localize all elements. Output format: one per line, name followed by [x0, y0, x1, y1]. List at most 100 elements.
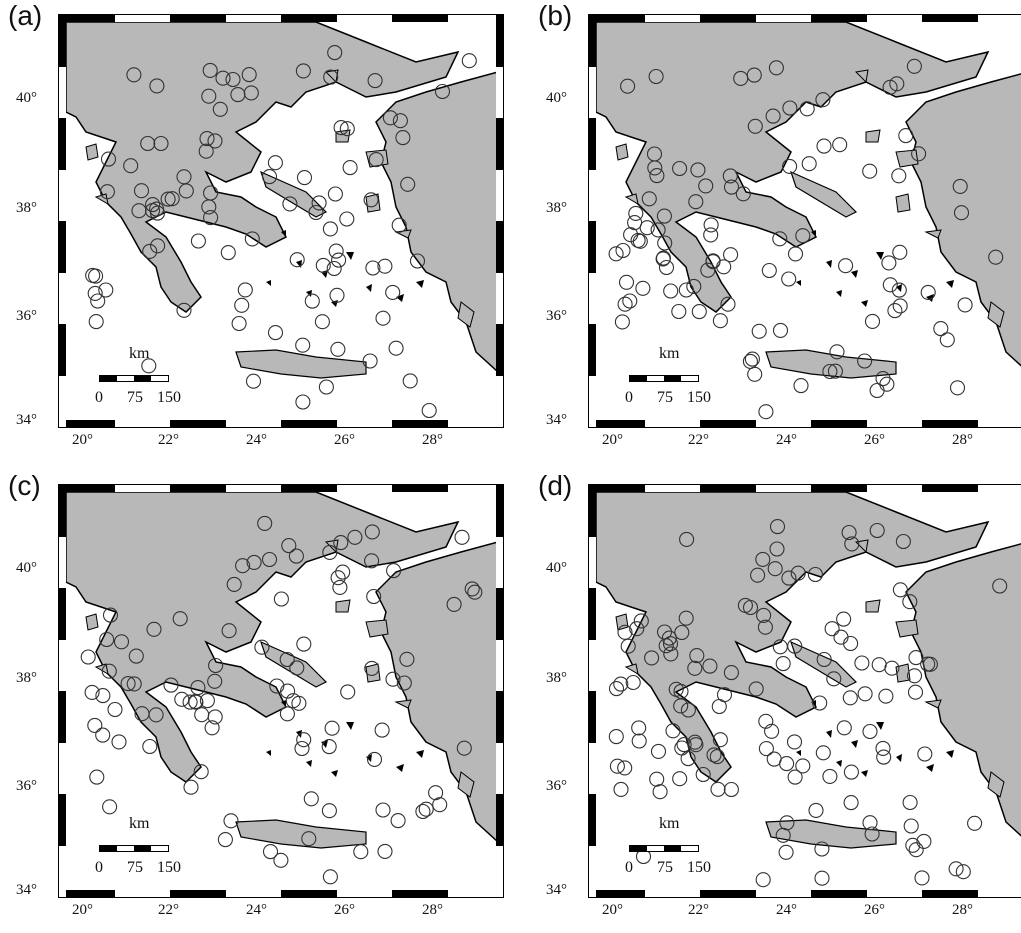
earthquake-marker	[101, 663, 117, 679]
latitude-label: 38°	[546, 670, 567, 686]
earthquake-marker	[908, 650, 924, 666]
earthquake-marker	[948, 861, 964, 877]
earthquake-marker	[747, 118, 763, 134]
map-panel: (d) km	[538, 470, 1021, 930]
earthquake-marker	[377, 258, 393, 274]
earthquake-marker	[703, 227, 719, 243]
earthquake-marker	[245, 373, 262, 389]
map-frame: km 0 75 150	[58, 14, 504, 428]
earthquake-marker	[308, 204, 324, 221]
earthquake-marker	[347, 529, 363, 545]
earthquake-marker	[808, 802, 824, 818]
map-frame-border	[589, 485, 1021, 492]
earthquake-marker	[246, 554, 262, 570]
earthquake-marker	[202, 62, 218, 78]
earthquake-marker	[153, 135, 169, 152]
earthquake-marker	[892, 244, 908, 260]
earthquake-marker	[881, 255, 897, 271]
earthquake-marker	[641, 191, 657, 207]
earthquake-marker	[747, 366, 763, 382]
earthquake-marker	[782, 100, 798, 116]
earthquake-marker	[140, 135, 156, 152]
earthquake-marker	[902, 594, 918, 610]
earthquake-marker	[761, 262, 777, 279]
earthquake-marker	[832, 137, 848, 153]
earthquake-marker	[111, 734, 127, 750]
earthquake-marker	[672, 771, 688, 787]
earthquake-marker	[99, 184, 115, 200]
earthquake-marker	[142, 738, 158, 755]
earthquake-marker	[815, 92, 831, 108]
earthquake-marker	[711, 698, 727, 715]
earthquake-marker	[326, 260, 342, 277]
earthquake-marker	[755, 551, 771, 567]
earthquake-marker	[702, 658, 718, 674]
earthquake-marker	[671, 303, 687, 320]
land-map	[596, 492, 1021, 892]
earthquake-marker	[95, 727, 111, 743]
longitude-label: 24°	[776, 902, 797, 918]
map-panel: (b) km	[538, 0, 1021, 460]
earthquake-marker	[842, 690, 858, 706]
longitude-label: 20°	[602, 902, 623, 918]
earthquake-marker	[826, 671, 842, 687]
earthquake-marker	[261, 169, 278, 185]
longitude-label: 28°	[422, 432, 443, 448]
earthquake-marker	[723, 247, 739, 263]
earthquake-marker	[955, 864, 971, 880]
scale-unit: km	[129, 815, 150, 832]
earthquake-marker	[655, 251, 671, 267]
earthquake-marker	[304, 293, 320, 309]
map-frame: km 0 75 150	[588, 484, 1021, 898]
earthquake-marker	[772, 322, 789, 338]
earthquake-marker	[120, 676, 136, 692]
earthquake-marker	[952, 178, 968, 194]
earthquake-marker	[230, 87, 246, 103]
longitude-label: 22°	[688, 902, 709, 918]
earthquake-marker	[208, 657, 224, 674]
earthquake-marker	[875, 740, 891, 756]
earthquake-marker	[150, 238, 166, 254]
scale-tick-label: 150	[157, 859, 181, 876]
earthquake-marker	[314, 314, 330, 330]
earthquake-marker	[295, 337, 311, 353]
earthquake-marker	[957, 297, 973, 313]
earthquake-marker	[916, 833, 932, 849]
earthquake-marker	[628, 205, 644, 221]
earthquake-marker	[289, 252, 305, 268]
earthquake-marker	[742, 599, 759, 616]
earthquake-marker	[362, 353, 378, 369]
earthquake-marker	[613, 676, 629, 692]
earthquake-marker	[428, 785, 444, 801]
earthquake-marker	[88, 314, 104, 330]
earthquake-marker	[623, 227, 639, 243]
earthquake-marker	[322, 544, 338, 560]
earthquake-marker	[321, 739, 337, 755]
earthquake-marker	[882, 277, 898, 293]
earthquake-marker	[656, 208, 672, 224]
earthquake-marker	[289, 660, 305, 676]
earthquake-marker	[786, 734, 803, 750]
earthquake-marker	[750, 567, 766, 583]
earthquake-marker	[787, 246, 804, 262]
earthquake-marker	[712, 732, 728, 748]
earthquake-marker	[620, 638, 636, 654]
earthquake-marker	[735, 186, 751, 202]
earthquake-marker	[756, 607, 772, 623]
earthquake-marker	[625, 674, 641, 691]
earthquake-marker	[199, 693, 215, 709]
earthquake-marker	[321, 803, 337, 819]
earthquake-marker	[689, 648, 705, 664]
earthquake-marker	[914, 870, 930, 886]
longitude-label: 22°	[158, 902, 179, 918]
earthquake-marker	[190, 233, 206, 249]
earthquake-marker	[884, 660, 900, 676]
earthquake-marker	[193, 764, 209, 780]
earthquake-marker	[679, 531, 695, 547]
earthquake-marker	[102, 607, 119, 623]
earthquake-marker	[723, 179, 740, 195]
earthquake-marker	[374, 722, 390, 738]
scale-tick-label: 75	[127, 389, 143, 406]
earthquake-marker	[323, 69, 339, 85]
map-frame-border	[589, 890, 1021, 897]
